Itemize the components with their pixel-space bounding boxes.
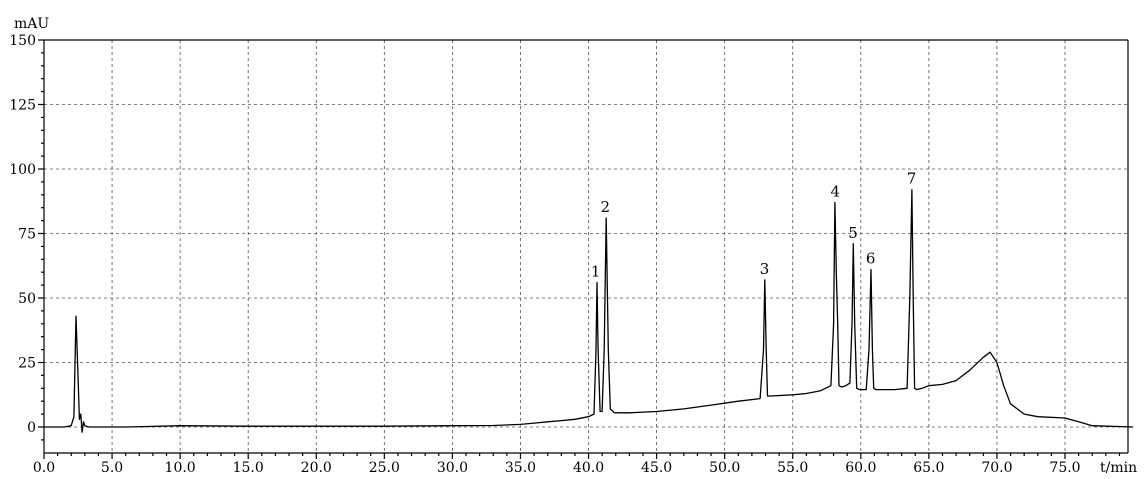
y-tick-label: 125 (9, 98, 36, 114)
x-tick-label: 20.0 (301, 460, 332, 476)
y-tick-label: 0 (27, 420, 36, 436)
peak-label: 1 (591, 263, 601, 281)
peak-label: 5 (848, 224, 858, 242)
x-axis-unit: t/min (1100, 460, 1137, 476)
y-tick-label: 50 (18, 291, 36, 307)
x-tick-label: 10.0 (165, 460, 196, 476)
x-tick-label: 25.0 (369, 460, 400, 476)
x-tick-label: 50.0 (709, 460, 740, 476)
peak-label: 3 (760, 260, 770, 278)
x-tick-label: 65.0 (913, 460, 944, 476)
peak-label: 2 (600, 198, 610, 216)
x-tick-label: 60.0 (845, 460, 876, 476)
x-tick-label: 0.0 (33, 460, 55, 476)
x-tick-label: 15.0 (233, 460, 264, 476)
peak-label: 7 (907, 170, 917, 188)
grid (44, 40, 1128, 453)
y-tick-label: 75 (18, 227, 36, 243)
y-tick-label: 100 (9, 162, 36, 178)
chromatogram-trace (44, 188, 1134, 433)
x-tick-label: 75.0 (1049, 460, 1080, 476)
peak-label: 6 (866, 250, 876, 268)
x-tick-label: 40.0 (573, 460, 604, 476)
x-tick-label: 5.0 (101, 460, 123, 476)
x-tick-label: 45.0 (641, 460, 672, 476)
y-tick-label: 25 (18, 356, 36, 372)
peak-labels: 1 2 3 4 56 7 (591, 170, 916, 281)
x-tick-label: 70.0 (981, 460, 1012, 476)
y-axis-unit: mAU (14, 16, 49, 32)
peak-label: 4 (831, 183, 841, 201)
x-tick-label: 30.0 (437, 460, 468, 476)
x-tick-label: 55.0 (777, 460, 808, 476)
x-tick-label: 35.0 (505, 460, 536, 476)
y-tick-label: 150 (9, 33, 36, 49)
